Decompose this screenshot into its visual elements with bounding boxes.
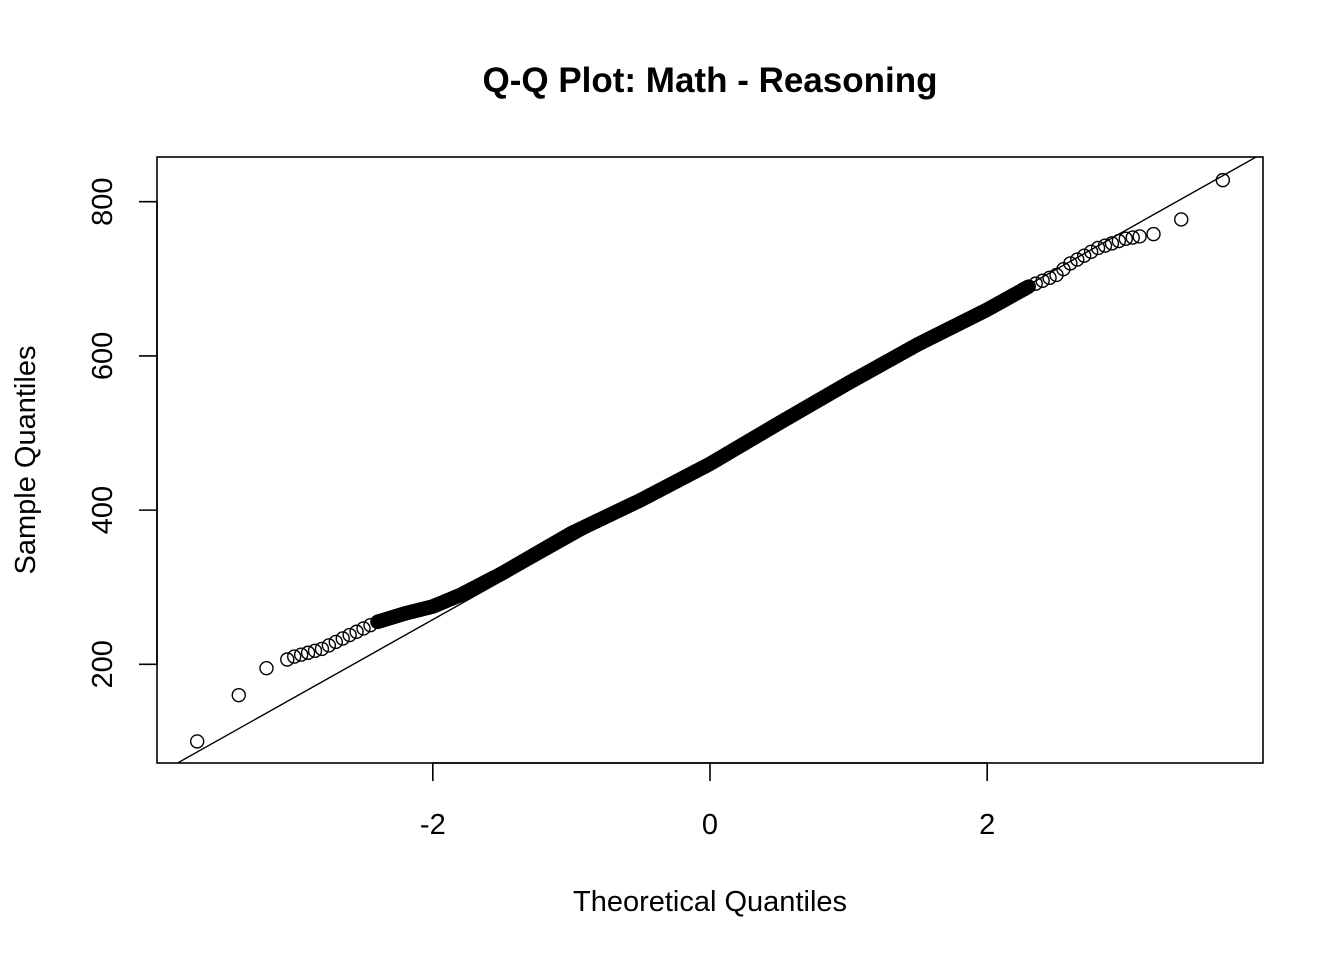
sample-point <box>1028 276 1043 291</box>
sample-point <box>321 638 337 653</box>
sample-points <box>189 172 1231 749</box>
plot-area <box>176 157 1258 763</box>
sample-point <box>356 621 371 636</box>
sample-point <box>293 647 309 662</box>
sample-point <box>1111 233 1127 249</box>
sample-point <box>231 687 246 703</box>
sample-point <box>1125 230 1140 245</box>
sample-point <box>314 641 330 657</box>
sample-point <box>307 643 323 659</box>
x-axis: -2 0 2 <box>420 762 995 841</box>
sample-point <box>1077 248 1092 263</box>
x-axis-label: Theoretical Quantiles <box>573 886 847 918</box>
y-tick-label: 600 <box>87 332 119 380</box>
sample-point <box>1174 212 1189 227</box>
sample-point <box>342 627 357 643</box>
sample-point <box>335 631 350 646</box>
y-tick-label: 400 <box>87 486 119 534</box>
y-axis: 200 400 600 800 <box>87 178 158 689</box>
y-tick-label: 800 <box>87 178 119 226</box>
sample-point <box>1021 279 1036 294</box>
sample-point <box>287 649 302 664</box>
sample-point <box>1118 231 1133 246</box>
x-tick-label: 0 <box>702 809 718 841</box>
sample-point <box>280 652 295 667</box>
chart-title: Q-Q Plot: Math - Reasoning <box>483 61 938 100</box>
sample-point <box>349 624 364 639</box>
sample-point <box>1146 226 1161 242</box>
sample-point <box>1056 261 1071 277</box>
x-tick-label: 2 <box>979 809 995 841</box>
y-axis-label: Sample Quantiles <box>10 346 42 575</box>
sample-point <box>189 734 205 749</box>
sample-point <box>1104 236 1120 251</box>
sample-point <box>300 645 316 660</box>
sample-point <box>1132 229 1147 244</box>
sample-point <box>1070 252 1085 267</box>
sample-point <box>363 617 378 633</box>
y-tick-label: 200 <box>87 640 119 688</box>
sample-point <box>1097 238 1113 253</box>
sample-point <box>1083 244 1099 260</box>
sample-point <box>1215 172 1231 188</box>
x-tick-label: -2 <box>420 809 446 841</box>
sample-point <box>1035 273 1050 288</box>
sample-point <box>259 660 274 676</box>
sample-point <box>1090 240 1106 256</box>
sample-point <box>1042 270 1057 286</box>
sample-point <box>328 634 343 650</box>
